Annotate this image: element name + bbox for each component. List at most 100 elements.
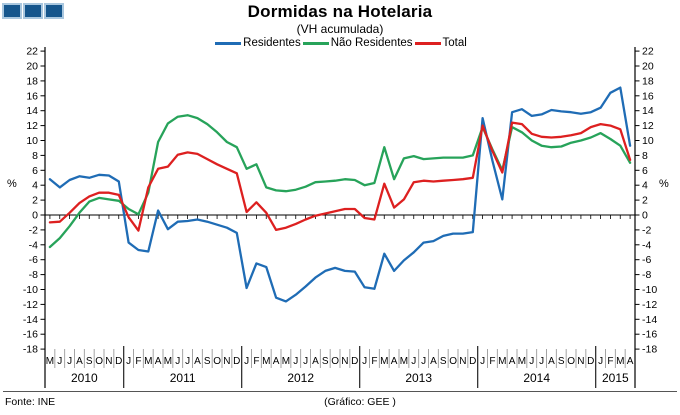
year-label: 2012	[287, 371, 314, 385]
y-tick-label-left: -18	[23, 344, 38, 356]
y-tick-label-left: 22	[26, 46, 38, 58]
month-tick-label: J	[411, 356, 416, 367]
month-tick-label: J	[598, 356, 603, 367]
y-tick-label-right: 14	[642, 105, 654, 117]
y-tick-label-left: -10	[23, 284, 38, 296]
y-tick-label-left: 16	[26, 90, 38, 102]
month-tick-label: F	[607, 356, 613, 367]
month-tick-label: M	[164, 356, 172, 367]
month-tick-label: A	[627, 356, 634, 367]
month-tick-label: M	[262, 356, 270, 367]
y-tick-label-right: -12	[642, 299, 657, 311]
legend-label-nao-residentes: Não Residentes	[330, 37, 413, 49]
year-label: 2010	[71, 371, 98, 385]
y-tick-label-left: -12	[23, 299, 38, 311]
y-tick-label-right: -14	[642, 314, 657, 326]
month-tick-label: M	[144, 356, 152, 367]
month-tick-label: D	[115, 356, 122, 367]
y-tick-label-right: -8	[642, 269, 651, 281]
y-tick-label-left: 18	[26, 75, 38, 87]
series-residentes	[48, 86, 632, 303]
chart-subtitle: (VH acumulada)	[296, 22, 384, 36]
y-tick-label-right: -16	[642, 329, 657, 341]
y-tick-label-right: 20	[642, 61, 654, 73]
legend-label-total: Total	[442, 37, 467, 49]
y-tick-label-left: 14	[26, 105, 38, 117]
legend-line-residentes-icon	[215, 41, 242, 45]
month-tick-label: M	[380, 356, 388, 367]
month-tick-label: S	[558, 356, 565, 367]
month-tick-label: A	[273, 356, 280, 367]
month-tick-label: J	[362, 356, 367, 367]
y-axis-label-right: %	[659, 178, 669, 190]
legend-line-nao-residentes-icon	[302, 41, 329, 45]
y-tick-label-left: 12	[26, 120, 38, 132]
month-tick-label: M	[616, 356, 624, 367]
legend: Residentes Não Residentes Total	[0, 37, 680, 49]
logo-square	[2, 3, 22, 19]
month-tick-label: S	[440, 356, 447, 367]
y-tick-label-right: 16	[642, 90, 654, 102]
series-total	[48, 121, 632, 232]
logo	[2, 3, 64, 19]
month-tick-label: S	[86, 356, 93, 367]
month-tick-label: A	[194, 356, 201, 367]
month-tick-label: J	[175, 356, 180, 367]
month-tick-label: J	[539, 356, 544, 367]
month-tick-label: A	[155, 356, 162, 367]
y-tick-label-left: -4	[29, 239, 38, 251]
month-tick-label: D	[233, 356, 240, 367]
month-tick-label: M	[518, 356, 526, 367]
month-tick-label: F	[371, 356, 377, 367]
y-tick-label-right: -18	[642, 344, 657, 356]
year-label: 2015	[602, 371, 629, 385]
y-tick-label-left: 8	[32, 150, 38, 162]
y-tick-label-left: 6	[32, 165, 38, 177]
legend-label-residentes: Residentes	[243, 37, 301, 49]
month-tick-label: A	[548, 356, 555, 367]
month-tick-label: A	[312, 356, 319, 367]
y-tick-label-right: 6	[642, 165, 648, 177]
legend-line-total-icon	[414, 41, 441, 45]
month-tick-label: D	[469, 356, 476, 367]
month-tick-label: A	[430, 356, 437, 367]
month-tick-label: M	[498, 356, 506, 367]
chart-title: Dormidas na Hotelaria	[247, 2, 433, 21]
month-tick-label: S	[204, 356, 211, 367]
y-tick-label-right: -10	[642, 284, 657, 296]
logo-square	[44, 3, 64, 19]
month-tick-label: N	[105, 356, 112, 367]
y-tick-label-left: 2	[32, 195, 38, 207]
y-tick-label-left: 0	[32, 210, 38, 222]
y-tick-label-right: 0	[642, 210, 648, 222]
y-tick-label-left: -14	[23, 314, 38, 326]
month-tick-label: D	[351, 356, 358, 367]
month-tick-label: J	[293, 356, 298, 367]
y-tick-label-right: -2	[642, 224, 651, 236]
y-tick-label-left: 4	[32, 180, 38, 192]
footer-divider	[3, 391, 677, 392]
month-tick-label: F	[489, 356, 495, 367]
y-tick-label-right: 12	[642, 120, 654, 132]
y-tick-label-right: 10	[642, 135, 654, 147]
legend-item-total: Total	[413, 37, 467, 49]
month-tick-label: N	[577, 356, 584, 367]
month-tick-label: J	[67, 356, 72, 367]
month-tick-label: O	[213, 356, 221, 367]
y-tick-label-right: 2	[642, 195, 648, 207]
month-tick-label: J	[529, 356, 534, 367]
month-tick-label: M	[46, 356, 54, 367]
y-tick-label-right: 4	[642, 180, 648, 192]
month-tick-label: D	[587, 356, 594, 367]
month-tick-label: M	[400, 356, 408, 367]
month-tick-label: J	[57, 356, 62, 367]
y-tick-label-right: 18	[642, 75, 654, 87]
y-tick-label-right: 8	[642, 150, 648, 162]
month-tick-label: N	[341, 356, 348, 367]
month-tick-label: N	[459, 356, 466, 367]
month-tick-label: J	[421, 356, 426, 367]
month-tick-label: O	[95, 356, 103, 367]
y-axis-label-left: %	[7, 178, 17, 190]
